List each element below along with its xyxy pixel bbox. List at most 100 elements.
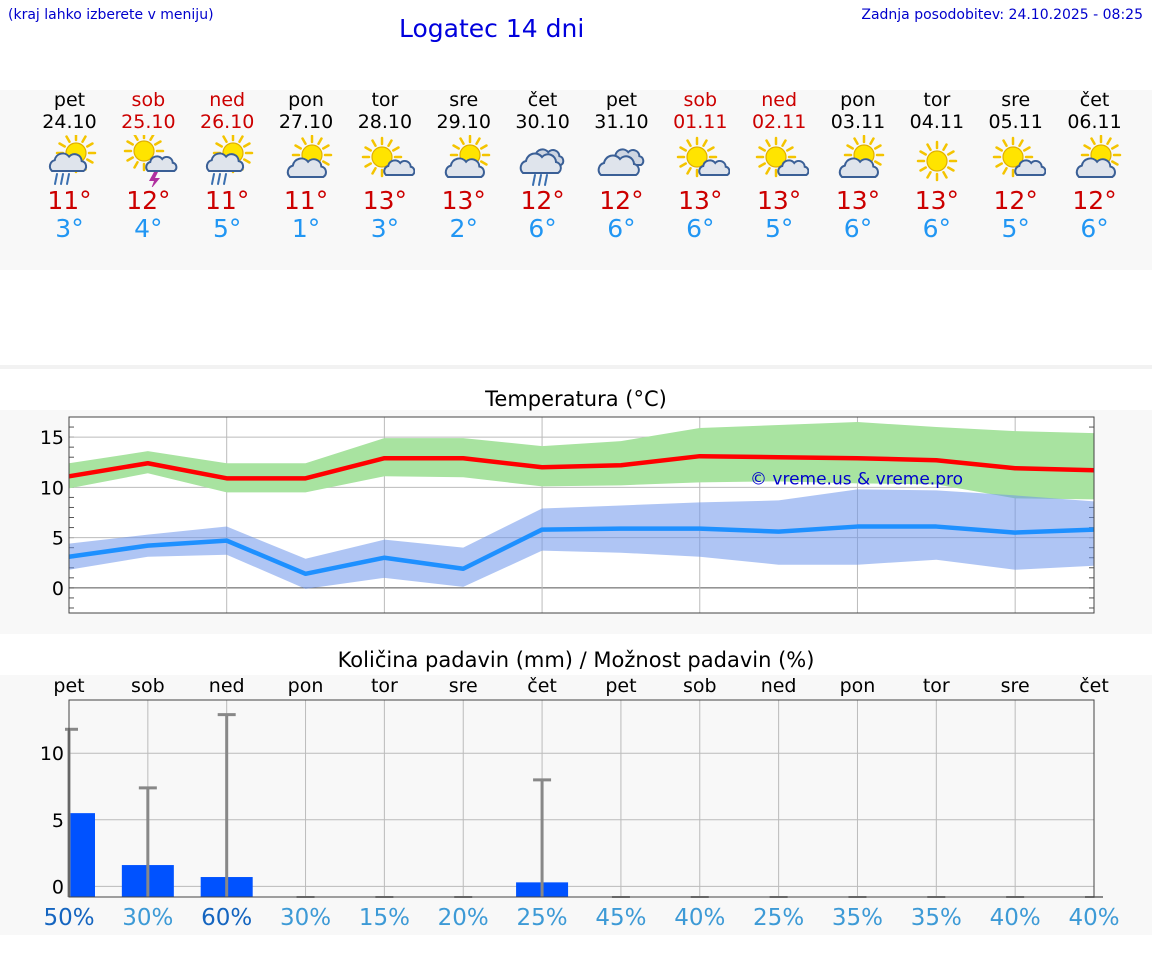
precipitation-probability: 25% <box>753 905 804 931</box>
y-tick-label: 10 <box>40 743 64 765</box>
day-name: pon <box>840 89 876 111</box>
x-tick-label: sre <box>1001 675 1030 697</box>
min-temperature: 5° <box>764 214 794 243</box>
x-tick-label: tor <box>371 675 398 697</box>
precipitation-probability: 35% <box>832 905 883 931</box>
min-temperature-line <box>68 524 1095 577</box>
sun-small-cloud-icon <box>361 136 415 178</box>
day-date: 29.10 <box>436 111 491 133</box>
min-temperature: 6° <box>922 214 952 243</box>
day-date: 02.11 <box>751 111 807 133</box>
min-temperature: 4° <box>134 214 163 243</box>
day-name: tor <box>371 89 399 111</box>
precipitation-probability: 40% <box>990 905 1041 931</box>
day-name: ned <box>209 89 246 111</box>
x-tick-label: pon <box>840 675 876 697</box>
max-temperature: 12° <box>126 186 171 215</box>
min-temperature: 5° <box>212 214 242 243</box>
max-temperature: 11° <box>205 186 250 215</box>
y-tick-label: 0 <box>52 876 64 898</box>
x-tick-label: sob <box>683 675 717 697</box>
daily-forecast: pet 24.10 11° 3° sob 25.10 12° 4° ned 26.10 11° 5° p… <box>0 88 1152 270</box>
precipitation-probability: 40% <box>1068 905 1119 931</box>
day-column: ned 26.10 11° 5° <box>188 88 267 243</box>
x-tick-label: sre <box>449 675 478 697</box>
cloud-rain-icon <box>519 148 564 186</box>
max-temperature: 13° <box>914 186 959 215</box>
sun-cloud-rain-icon <box>48 135 96 185</box>
day-column: sob 25.10 12° 4° <box>109 88 188 243</box>
day-date: 01.11 <box>673 111 728 133</box>
min-range-band <box>69 489 1094 589</box>
day-name: sre <box>1001 89 1031 111</box>
x-tick-label: pet <box>53 675 84 697</box>
day-name: pet <box>53 89 86 111</box>
plot-frame <box>68 416 1095 614</box>
precipitation-probability: 50% <box>43 905 94 931</box>
day-column: pon 27.10 11° 1° <box>267 88 346 243</box>
day-column: čet 30.10 12° 6° <box>503 88 582 243</box>
sun-small-cloud-icon <box>677 136 731 178</box>
day-date: 06.11 <box>1067 111 1122 133</box>
max-temperature-line <box>68 453 1095 481</box>
x-tick-label: pet <box>605 675 636 697</box>
day-column: sob 01.11 13° 6° <box>661 88 740 243</box>
day-column: ned 02.11 13° 5° <box>740 88 819 243</box>
day-date: 05.11 <box>988 111 1043 133</box>
min-temperature: 6° <box>1080 214 1109 243</box>
day-name: tor <box>923 89 951 111</box>
x-tick-label: ned <box>761 675 797 697</box>
precipitation-probability: 60% <box>201 905 252 931</box>
min-temperature: 6° <box>528 214 557 243</box>
max-temperature: 13° <box>756 186 802 215</box>
day-name: čet <box>527 89 558 111</box>
sun-small-cloud-icon <box>992 136 1046 178</box>
day-date: 30.10 <box>515 111 570 133</box>
max-temperature: 13° <box>678 186 723 215</box>
max-temperature: 13° <box>362 186 408 215</box>
min-temperature: 6° <box>607 214 636 243</box>
plot-area <box>69 700 1094 897</box>
precipitation-probability: 25% <box>517 905 568 931</box>
day-date: 25.10 <box>121 111 176 133</box>
min-temperature: 3° <box>55 214 84 243</box>
day-name: sob <box>131 89 166 111</box>
max-temperature: 12° <box>520 186 565 215</box>
day-date: 27.10 <box>278 111 334 133</box>
sun-icon <box>916 140 958 182</box>
sun-cloud-thunder-icon <box>124 135 178 187</box>
day-column: sre 29.10 13° 2° <box>424 88 503 243</box>
sun-cloud-rain-icon <box>206 135 254 185</box>
precipitation-probability: 45% <box>595 905 646 931</box>
day-date: 24.10 <box>42 111 97 133</box>
x-tick-label: pon <box>288 675 324 697</box>
max-temperature: 13° <box>441 186 486 215</box>
max-temperature: 13° <box>835 186 881 215</box>
day-column: pon 03.11 13° 6° <box>819 88 898 243</box>
day-date: 28.10 <box>357 111 413 133</box>
day-column: sre 05.11 12° 5° <box>976 88 1055 243</box>
temperature-chart: 0 5 10 15 © vreme.us & vreme.pro <box>40 416 1095 614</box>
day-name: sob <box>683 89 718 111</box>
max-temperature: 11° <box>47 186 92 215</box>
day-name: sre <box>449 89 479 111</box>
sun-behind-cloud-icon <box>1075 135 1121 178</box>
precipitation-bar <box>69 813 95 897</box>
watermark: © vreme.us & vreme.pro <box>750 469 963 489</box>
day-date: 04.11 <box>909 111 965 133</box>
day-column: pet 31.10 12° 6° <box>582 88 661 243</box>
y-tick-label: 5 <box>52 810 64 832</box>
precipitation-probability: 20% <box>438 905 489 931</box>
min-temperature: 5° <box>1001 214 1030 243</box>
day-name: pon <box>288 89 324 111</box>
max-temperature: 12° <box>993 186 1038 215</box>
x-tick-label: sob <box>131 675 165 697</box>
day-column: čet 06.11 12° 6° <box>1055 88 1134 243</box>
y-tick-label: 10 <box>40 477 64 499</box>
x-tick-label: čet <box>527 675 557 697</box>
day-date: 03.11 <box>830 111 886 133</box>
max-temperature: 12° <box>1072 186 1117 215</box>
day-name: čet <box>1079 89 1110 111</box>
day-name: pet <box>605 89 638 111</box>
max-temperature: 11° <box>283 186 329 215</box>
